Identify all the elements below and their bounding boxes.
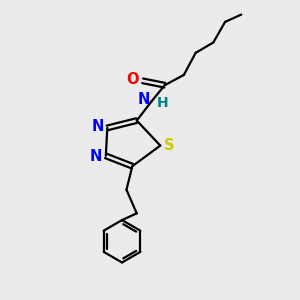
- Text: O: O: [127, 72, 139, 87]
- Text: N: N: [92, 119, 104, 134]
- Text: S: S: [164, 138, 175, 153]
- Text: N: N: [138, 92, 150, 107]
- Text: N: N: [90, 149, 102, 164]
- Text: H: H: [157, 96, 168, 110]
